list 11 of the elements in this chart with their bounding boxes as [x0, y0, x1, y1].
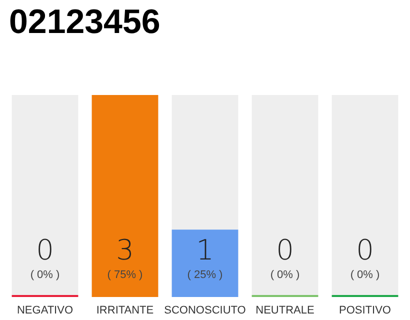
x-tick-label: NEUTRALE — [256, 304, 314, 316]
data-label: 0 ( 0% ) — [270, 234, 300, 281]
data-label: 0 ( 0% ) — [350, 234, 380, 281]
x-tick-label: POSITIVO — [339, 304, 392, 316]
data-label: 1 ( 25% ) — [187, 234, 223, 281]
data-label: 0 ( 0% ) — [30, 234, 60, 281]
data-label: 3 ( 75% ) — [107, 234, 143, 281]
x-tick-label: IRRITANTE — [96, 304, 154, 316]
x-tick-label: NEGATIVO — [16, 304, 74, 316]
chart-title: 02123456 — [9, 3, 160, 41]
x-tick-label: SCONOSCIUTO — [164, 304, 246, 316]
